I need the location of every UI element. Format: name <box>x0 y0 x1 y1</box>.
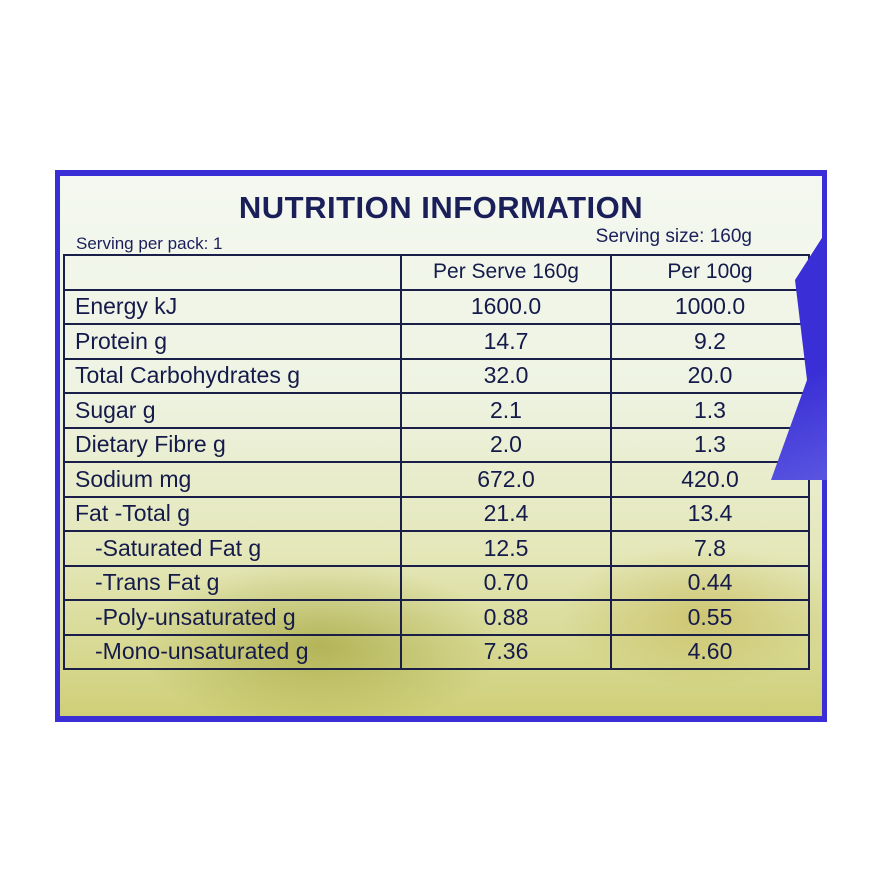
nutrient-name: Sugar g <box>63 392 402 429</box>
per-100g-value: 4.60 <box>610 633 810 670</box>
nutrient-name: Protein g <box>63 323 402 360</box>
per-serve-value: 32.0 <box>400 357 612 394</box>
per-100g-value: 20.0 <box>610 357 810 394</box>
table-row: Total Carbohydrates g 32.0 20.0 <box>63 357 810 394</box>
nutrition-title: NUTRITION INFORMATION <box>238 190 644 225</box>
table-row: Fat -Total g 21.4 13.4 <box>63 495 810 532</box>
table-header-row: Per Serve 160g Per 100g <box>63 254 810 291</box>
nutrient-name: -Mono-unsaturated g <box>63 633 402 670</box>
label-background: NUTRITION INFORMATION Serving per pack: … <box>55 170 827 722</box>
per-serve-value: 21.4 <box>400 495 612 532</box>
per-100g-value: 1000.0 <box>610 288 810 325</box>
nutrient-name: Sodium mg <box>63 461 402 498</box>
serving-size: Serving size: 160g <box>595 226 752 247</box>
nutrient-name: Energy kJ <box>63 288 402 325</box>
table-row: Energy kJ 1600.0 1000.0 <box>63 288 810 325</box>
per-serve-value: 12.5 <box>400 530 612 567</box>
per-100g-value: 9.2 <box>610 323 810 360</box>
table-row: Sodium mg 672.0 420.0 <box>63 461 810 498</box>
serving-per-pack: Serving per pack: 1 <box>76 234 223 253</box>
per-serve-value: 0.88 <box>400 599 612 636</box>
nutrition-label: NUTRITION INFORMATION Serving per pack: … <box>60 176 822 716</box>
nutrient-name: Dietary Fibre g <box>63 426 402 463</box>
table-row: -Mono-unsaturated g 7.36 4.60 <box>63 633 810 670</box>
nutrient-name: Fat -Total g <box>63 495 402 532</box>
nutrient-name: -Trans Fat g <box>63 564 402 601</box>
per-100g-value: 0.44 <box>610 564 810 601</box>
table-row: -Saturated Fat g 12.5 7.8 <box>63 530 810 567</box>
nutrient-name: -Saturated Fat g <box>63 530 402 567</box>
per-serve-value: 0.70 <box>400 564 612 601</box>
table-row: Dietary Fibre g 2.0 1.3 <box>63 426 810 463</box>
table-row: Protein g 14.7 9.2 <box>63 323 810 360</box>
table-row: -Trans Fat g 0.70 0.44 <box>63 564 810 601</box>
header-per-100g: Per 100g <box>610 254 810 291</box>
nutrition-table: Per Serve 160g Per 100g Energy kJ 1600.0 1… <box>63 254 810 670</box>
per-serve-value: 2.1 <box>400 392 612 429</box>
table-row: -Poly-unsaturated g 0.88 0.55 <box>63 599 810 636</box>
header-per-serve: Per Serve 160g <box>400 254 612 291</box>
per-100g-value: 1.3 <box>610 392 810 429</box>
per-100g-value: 0.55 <box>610 599 810 636</box>
per-serve-value: 7.36 <box>400 633 612 670</box>
per-100g-value: 7.8 <box>610 530 810 567</box>
per-100g-value: 13.4 <box>610 495 810 532</box>
table-row: Sugar g 2.1 1.3 <box>63 392 810 429</box>
nutrient-name: Total Carbohydrates g <box>63 357 402 394</box>
nutrient-name: -Poly-unsaturated g <box>63 599 402 636</box>
header-nutrient <box>63 254 402 291</box>
per-100g-value: 1.3 <box>610 426 810 463</box>
per-serve-value: 672.0 <box>400 461 612 498</box>
per-serve-value: 14.7 <box>400 323 612 360</box>
per-serve-value: 1600.0 <box>400 288 612 325</box>
per-serve-value: 2.0 <box>400 426 612 463</box>
